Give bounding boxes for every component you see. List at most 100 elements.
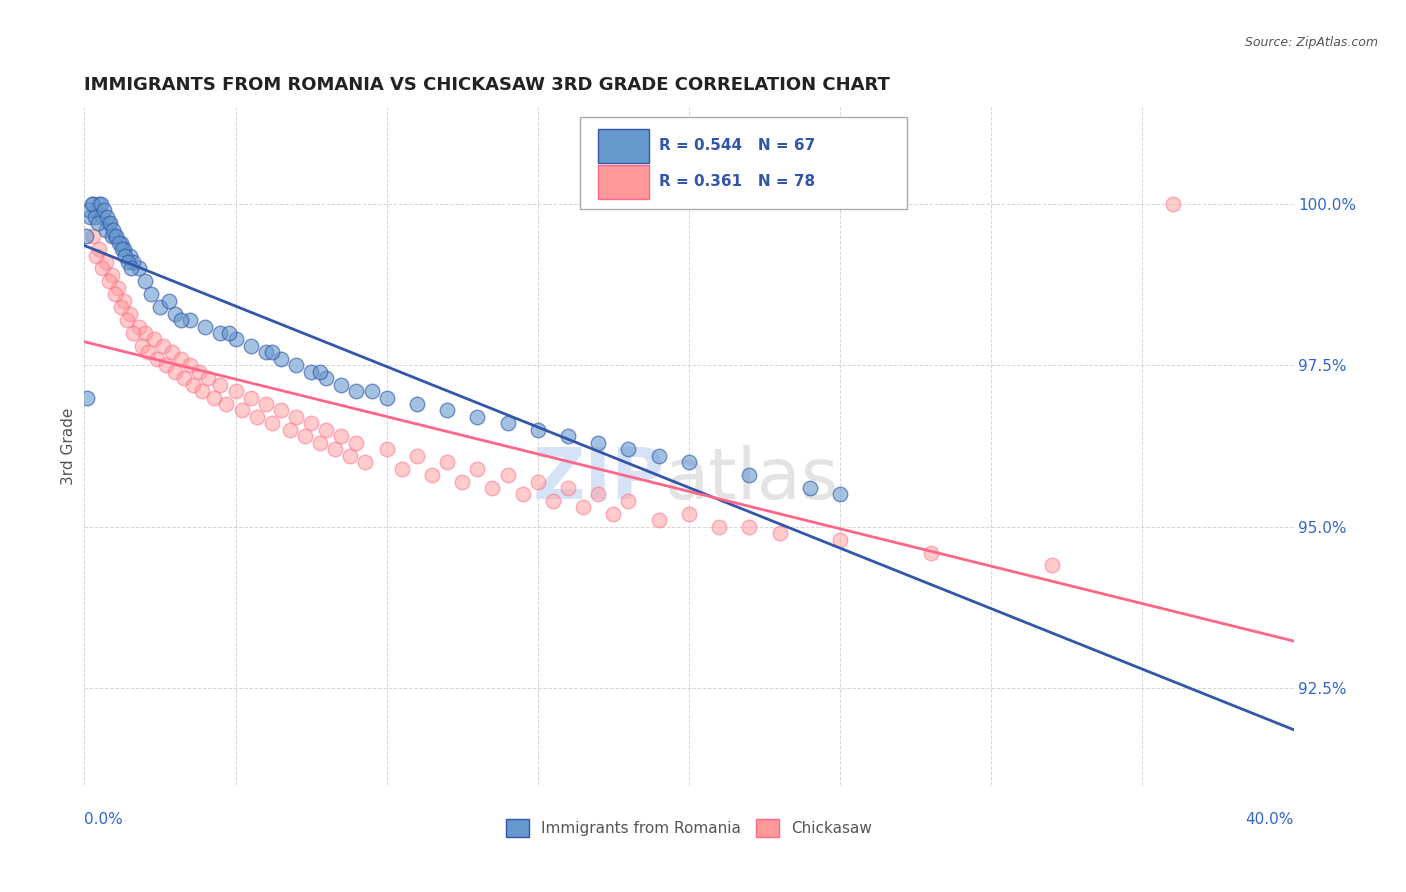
- Point: [128, 319, 150, 334]
- Point: [105, 229, 128, 244]
- Point: [323, 442, 346, 457]
- Point: [239, 391, 262, 405]
- Text: R = 0.361   N = 78: R = 0.361 N = 78: [659, 174, 815, 189]
- Point: [79, 210, 101, 224]
- Point: [96, 210, 118, 224]
- Point: [155, 359, 177, 373]
- Point: [76, 391, 98, 405]
- Point: [134, 274, 156, 288]
- Point: [215, 397, 238, 411]
- Point: [769, 526, 792, 541]
- Point: [451, 475, 474, 489]
- Point: [209, 326, 232, 340]
- Point: [315, 371, 337, 385]
- Text: IMMIGRANTS FROM ROMANIA VS CHICKASAW 3RD GRADE CORRELATION CHART: IMMIGRANTS FROM ROMANIA VS CHICKASAW 3RD…: [84, 77, 890, 95]
- Point: [194, 319, 217, 334]
- Point: [270, 403, 292, 417]
- Point: [93, 203, 115, 218]
- Point: [260, 417, 283, 431]
- Point: [104, 287, 127, 301]
- Point: [830, 533, 852, 547]
- Text: 40.0%: 40.0%: [1246, 812, 1294, 827]
- Point: [481, 481, 503, 495]
- Point: [330, 377, 353, 392]
- Point: [406, 449, 429, 463]
- Y-axis label: 3rd Grade: 3rd Grade: [60, 408, 76, 484]
- Point: [738, 519, 761, 533]
- Point: [254, 345, 277, 359]
- Legend: Immigrants from Romania, Chickasaw: Immigrants from Romania, Chickasaw: [498, 811, 880, 845]
- Point: [181, 377, 204, 392]
- Point: [90, 197, 112, 211]
- Point: [110, 300, 132, 314]
- Point: [467, 409, 489, 424]
- Point: [315, 423, 337, 437]
- Point: [94, 255, 117, 269]
- Point: [173, 371, 195, 385]
- Point: [436, 403, 458, 417]
- Point: [84, 210, 107, 224]
- Point: [91, 261, 114, 276]
- Point: [82, 229, 104, 244]
- Point: [170, 351, 193, 366]
- Point: [117, 255, 139, 269]
- FancyBboxPatch shape: [599, 129, 650, 162]
- Point: [294, 429, 316, 443]
- Point: [108, 235, 131, 250]
- Point: [160, 345, 183, 359]
- Point: [225, 333, 247, 347]
- Point: [118, 248, 141, 262]
- Point: [77, 203, 100, 218]
- Point: [146, 351, 169, 366]
- Point: [209, 377, 232, 392]
- Point: [152, 339, 174, 353]
- Point: [260, 345, 283, 359]
- Point: [115, 313, 138, 327]
- Point: [121, 255, 143, 269]
- Point: [360, 384, 382, 398]
- Point: [572, 500, 595, 515]
- Point: [231, 403, 253, 417]
- FancyBboxPatch shape: [581, 117, 907, 209]
- Point: [91, 210, 114, 224]
- Point: [101, 223, 124, 237]
- Point: [107, 281, 129, 295]
- Point: [678, 455, 700, 469]
- Point: [114, 248, 136, 262]
- Point: [799, 481, 821, 495]
- Point: [354, 455, 377, 469]
- Point: [346, 435, 368, 450]
- Point: [648, 513, 671, 527]
- Point: [527, 423, 550, 437]
- Point: [100, 268, 122, 282]
- Point: [602, 507, 624, 521]
- Point: [375, 391, 398, 405]
- Point: [165, 365, 187, 379]
- Text: atlas: atlas: [665, 445, 839, 515]
- Point: [467, 461, 489, 475]
- Point: [197, 371, 219, 385]
- Point: [179, 359, 201, 373]
- Point: [75, 229, 97, 244]
- Point: [375, 442, 398, 457]
- Point: [830, 487, 852, 501]
- Point: [406, 397, 429, 411]
- Point: [112, 242, 135, 256]
- Point: [678, 507, 700, 521]
- Point: [191, 384, 214, 398]
- Point: [97, 216, 120, 230]
- Point: [309, 365, 332, 379]
- Point: [98, 216, 121, 230]
- Text: ZIP: ZIP: [533, 445, 665, 515]
- Point: [346, 384, 368, 398]
- Text: R = 0.544   N = 67: R = 0.544 N = 67: [659, 138, 815, 153]
- Point: [218, 326, 240, 340]
- Point: [617, 494, 640, 508]
- Point: [254, 397, 277, 411]
- Point: [82, 197, 104, 211]
- Point: [112, 293, 135, 308]
- Point: [391, 461, 413, 475]
- Point: [557, 429, 579, 443]
- Point: [80, 197, 103, 211]
- Point: [709, 519, 731, 533]
